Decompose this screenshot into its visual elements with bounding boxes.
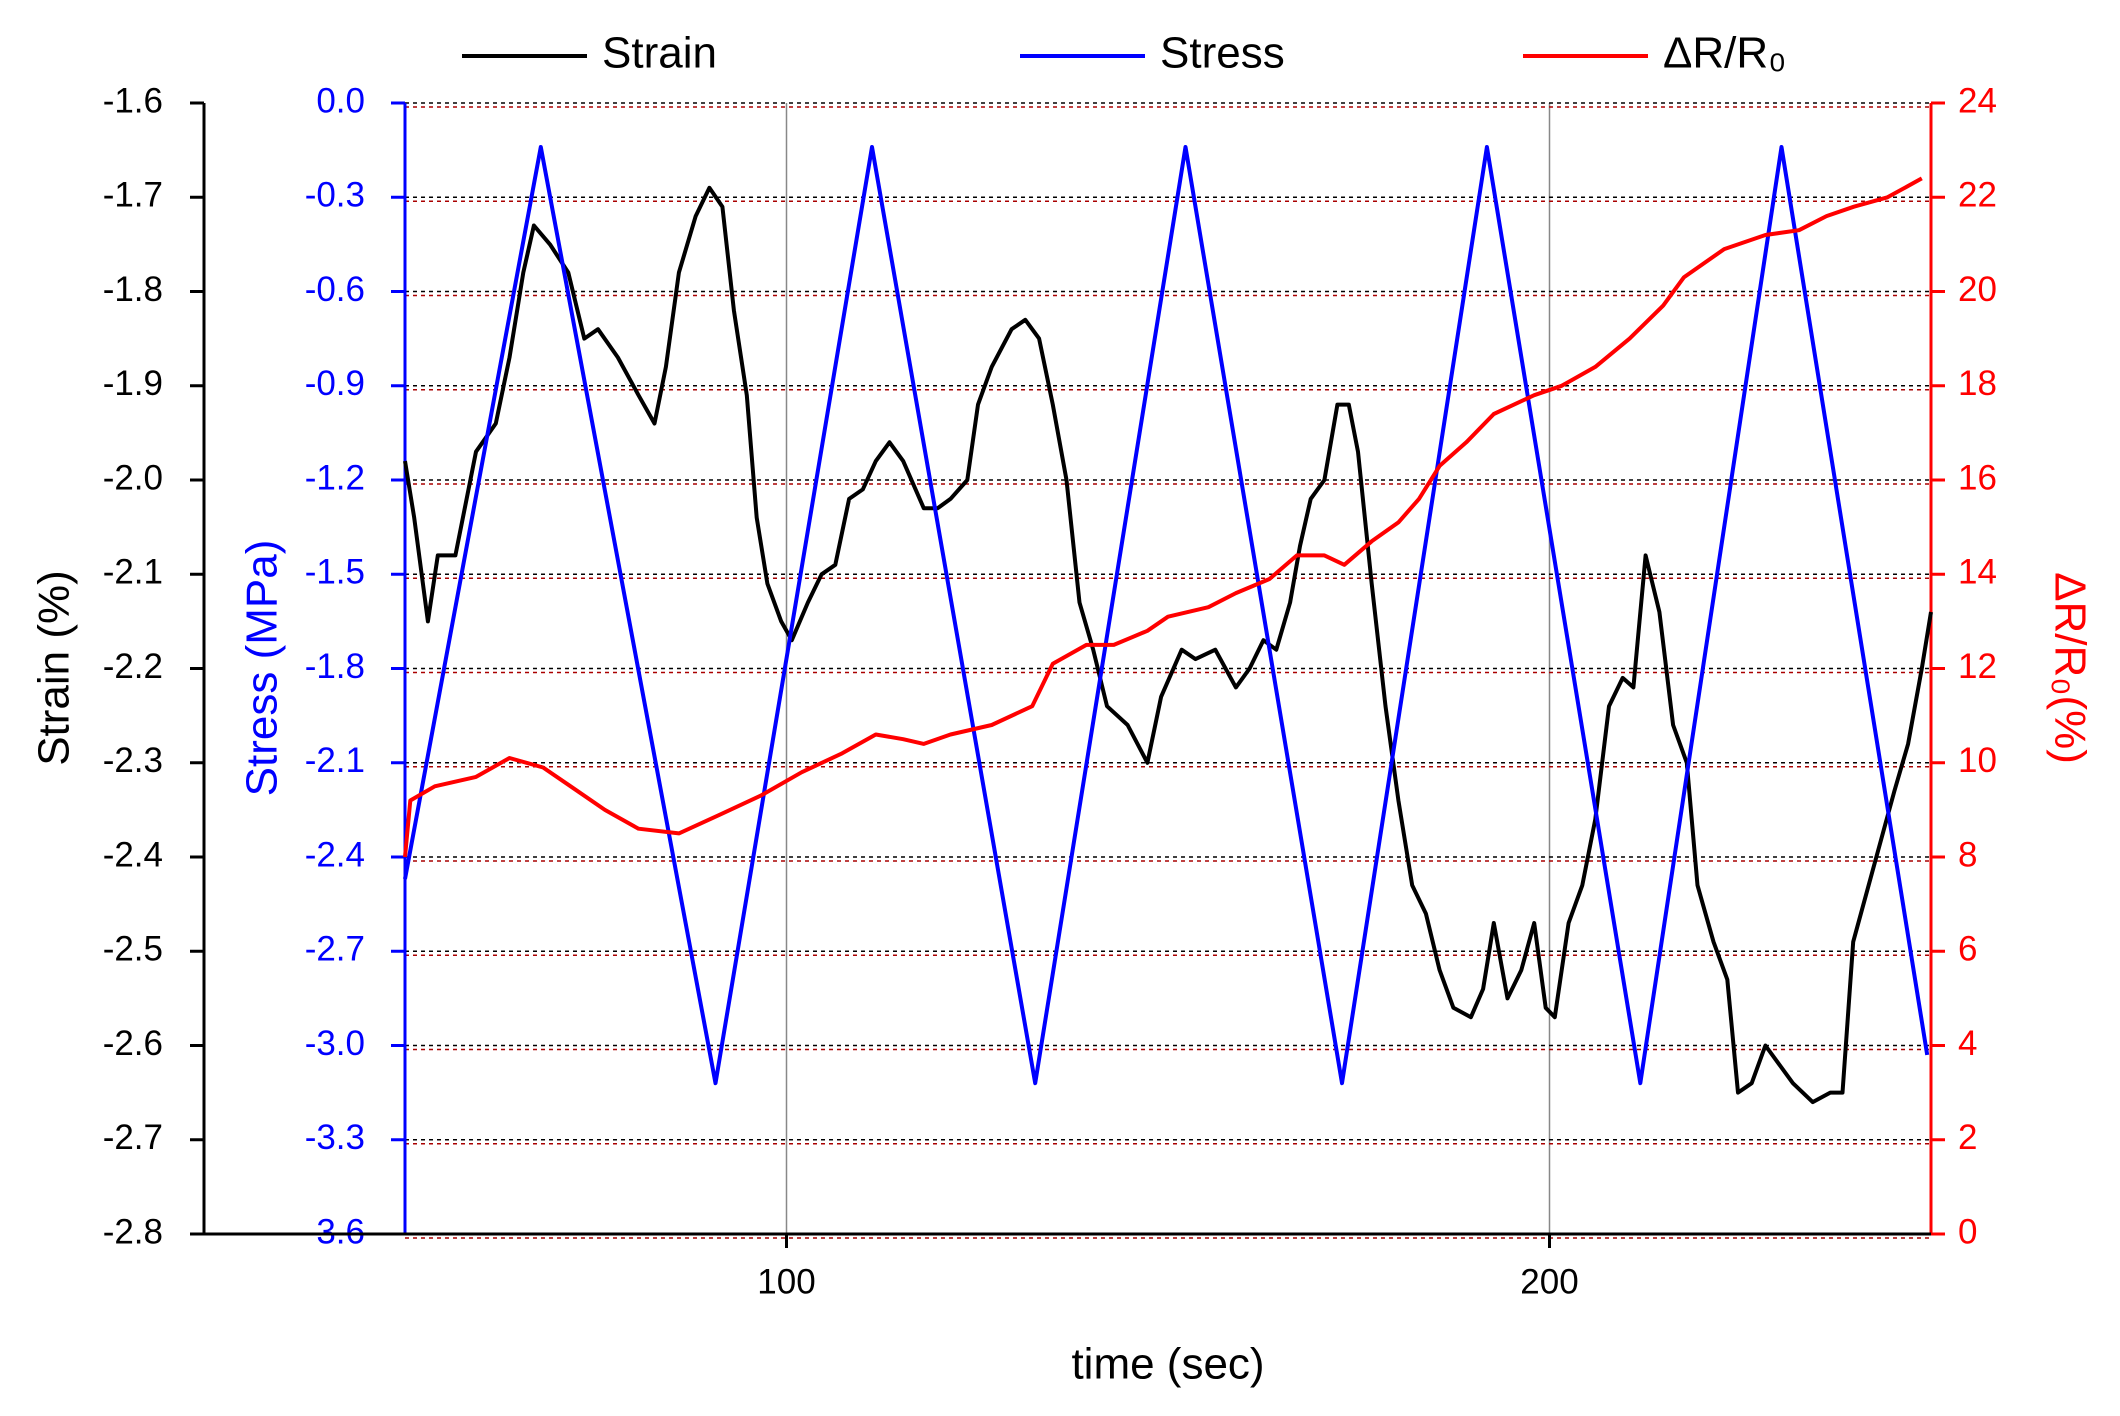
y-tick-label: 2 [1958, 1118, 1977, 1157]
y-tick-label: 18 [1958, 364, 1997, 403]
y-tick-label: 8 [1958, 835, 1977, 874]
y-tick-label: -0.9 [305, 364, 365, 403]
y-tick-label: -3.6 [305, 1212, 365, 1251]
y-tick-label: -1.9 [103, 364, 163, 403]
data-line [403, 145, 1930, 1086]
x-tick-label: 100 [757, 1262, 815, 1301]
y-tick-label: -1.8 [103, 270, 163, 309]
y-tick-label: -3.0 [305, 1024, 365, 1063]
y-tick-label: -2.4 [305, 835, 365, 874]
y-tick-label: -2.1 [305, 741, 365, 780]
y-tick-label: 4 [1958, 1024, 1977, 1063]
x-tick-label: 200 [1520, 1262, 1578, 1301]
y-tick-label: -2.7 [305, 930, 365, 969]
y-tick-label: 24 [1958, 81, 1997, 120]
y-tick-label: 14 [1958, 553, 1997, 592]
legend-label: Strain [602, 29, 717, 78]
y-tick-label: 0.0 [316, 81, 365, 120]
x-axis-title: time (sec) [1071, 1340, 1264, 1389]
y3-axis-title: ΔR/R₀(%) [2045, 572, 2094, 764]
y-tick-label: 20 [1958, 270, 1997, 309]
y-tick-label: 22 [1958, 176, 1997, 215]
y2-axis-title: Stress (MPa) [238, 540, 287, 797]
legend-label: Stress [1160, 29, 1285, 78]
y-tick-label: -0.3 [305, 176, 365, 215]
y-tick-label: -1.5 [305, 553, 365, 592]
y-tick-label: -1.6 [103, 81, 163, 120]
y-tick-label: -2.0 [103, 458, 163, 497]
y-axis-title: Strain (%) [30, 570, 79, 766]
y-tick-label: 0 [1958, 1212, 1977, 1251]
y-tick-label: 12 [1958, 647, 1997, 686]
y-tick-label: -3.3 [305, 1118, 365, 1157]
y-tick-label: 16 [1958, 458, 1997, 497]
y-tick-label: -1.8 [305, 647, 365, 686]
y-tick-label: -0.6 [305, 270, 365, 309]
y-tick-label: -2.3 [103, 741, 163, 780]
legend-label: ΔR/R₀ [1663, 29, 1786, 78]
y-tick-label: -2.2 [103, 647, 163, 686]
y-tick-label: -1.2 [305, 458, 365, 497]
y-tick-label: -1.7 [103, 176, 163, 215]
y-tick-label: -2.7 [103, 1118, 163, 1157]
y-tick-label: -2.1 [103, 553, 163, 592]
y-tick-label: 10 [1958, 741, 1997, 780]
y-tick-label: -2.6 [103, 1024, 163, 1063]
data-line [403, 176, 1923, 858]
data-line [403, 185, 1933, 1105]
y-tick-label: -2.5 [103, 930, 163, 969]
y-tick-label: -2.8 [103, 1212, 163, 1251]
y-tick-label: -2.4 [103, 835, 163, 874]
y-tick-label: 6 [1958, 930, 1977, 969]
